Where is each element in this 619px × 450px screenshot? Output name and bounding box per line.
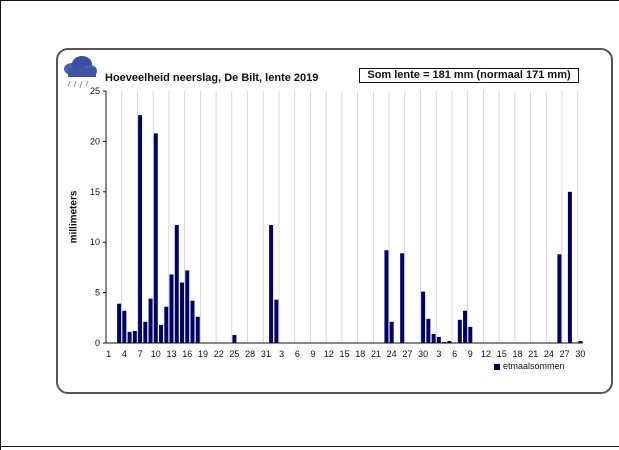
bar: [122, 310, 127, 343]
bar: [463, 310, 468, 343]
x-tick-label: 18: [355, 349, 365, 359]
x-tick-label: 12: [324, 349, 334, 359]
legend-swatch: [494, 364, 500, 370]
page-left-rule: [0, 0, 1, 450]
bar: [159, 324, 164, 343]
x-tick-label: 6: [452, 349, 457, 359]
x-tick-label: 18: [512, 349, 522, 359]
x-tick-label: 30: [418, 349, 428, 359]
y-tick-label: 20: [90, 136, 100, 146]
x-tick-label: 1: [106, 349, 111, 359]
x-tick-label: 25: [229, 349, 239, 359]
bar: [400, 253, 405, 343]
bar: [148, 298, 153, 343]
rain-cloud-icon: [64, 56, 97, 89]
x-tick-label: 7: [138, 349, 143, 359]
x-tick-label: 24: [544, 349, 554, 359]
bar: [557, 254, 562, 343]
bar: [578, 340, 583, 343]
x-tick-label: 16: [182, 349, 192, 359]
bar: [269, 225, 274, 343]
x-tick-label: 9: [468, 349, 473, 359]
x-tick-label: 19: [198, 349, 208, 359]
x-tick-label: 31: [261, 349, 271, 359]
y-tick-label: 10: [90, 237, 100, 247]
chart-title: Hoeveelheid neerslag, De Bilt, lente 201…: [105, 72, 319, 84]
x-tick-label: 21: [371, 349, 381, 359]
bar: [185, 270, 190, 343]
x-tick-label: 15: [497, 349, 507, 359]
page-bottom-rule: [0, 446, 619, 447]
bar: [457, 319, 462, 343]
bar: [132, 330, 137, 343]
x-tick-label: 3: [436, 349, 441, 359]
bar: [447, 340, 452, 343]
y-tick-label: 25: [90, 86, 100, 96]
bar: [431, 333, 436, 343]
x-tick-label: 15: [339, 349, 349, 359]
x-tick-label: 6: [295, 349, 300, 359]
x-tick-label: 4: [122, 349, 127, 359]
x-tick-label: 21: [528, 349, 538, 359]
bar: [138, 115, 143, 343]
bar: [232, 334, 237, 343]
x-tick-label: 10: [151, 349, 161, 359]
bar: [174, 225, 179, 343]
y-axis-label: millimeters: [68, 190, 80, 244]
y-tick-label: 5: [95, 288, 100, 298]
bar: [127, 331, 132, 343]
x-tick-label: 27: [560, 349, 570, 359]
x-tick-label: 27: [402, 349, 412, 359]
bar: [421, 291, 426, 343]
legend-label: etmaalsommen: [503, 361, 565, 371]
bar: [567, 191, 572, 343]
bar: [153, 133, 158, 343]
y-tick-label: 15: [90, 187, 100, 197]
bar: [384, 250, 389, 343]
x-tick-label: 3: [279, 349, 284, 359]
bar: [164, 306, 169, 343]
bar: [195, 316, 200, 343]
bar: [180, 282, 184, 343]
bar: [426, 318, 431, 343]
bar: [389, 321, 394, 343]
x-tick-label: 30: [575, 349, 585, 359]
bar: [468, 326, 473, 343]
bar: [436, 336, 441, 343]
bar: [190, 300, 195, 343]
bar: [274, 299, 279, 343]
x-tick-label: 13: [167, 349, 177, 359]
y-tick-label: 0: [95, 338, 100, 348]
x-tick-label: 22: [214, 349, 224, 359]
bar: [117, 303, 122, 343]
x-tick-label: 9: [311, 349, 316, 359]
page-top-rule: [0, 0, 619, 1]
x-tick-label: 24: [387, 349, 397, 359]
x-tick-label: 28: [245, 349, 255, 359]
bar: [442, 341, 447, 343]
x-tick-label: 12: [481, 349, 491, 359]
bar: [143, 321, 148, 343]
season-summary: Som lente = 181 mm (normaal 171 mm): [359, 68, 579, 83]
bar: [169, 274, 174, 343]
